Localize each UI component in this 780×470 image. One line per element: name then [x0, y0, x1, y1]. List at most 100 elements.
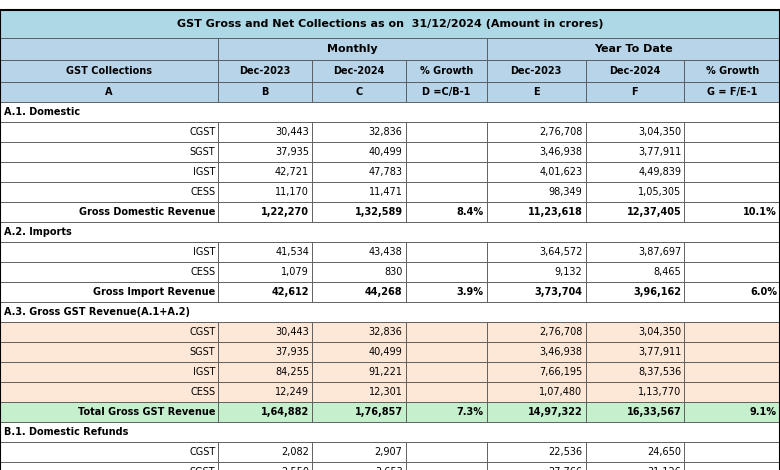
Text: 3,04,350: 3,04,350: [638, 127, 681, 137]
Bar: [312, 442, 406, 462]
Bar: [218, 382, 312, 402]
Text: 3.9%: 3.9%: [457, 287, 484, 297]
Bar: [312, 122, 406, 142]
Text: 1,32,589: 1,32,589: [354, 207, 402, 217]
Bar: [586, 362, 684, 382]
Bar: [586, 262, 684, 282]
Bar: [487, 202, 586, 222]
Bar: [487, 122, 586, 142]
Text: % Growth: % Growth: [420, 66, 473, 76]
Text: B.1. Domestic Refunds: B.1. Domestic Refunds: [4, 427, 129, 437]
Text: A.2. Imports: A.2. Imports: [4, 227, 72, 237]
Bar: [684, 322, 780, 342]
Text: 32,836: 32,836: [369, 127, 402, 137]
Text: 1,22,270: 1,22,270: [261, 207, 309, 217]
Bar: [218, 122, 312, 142]
Text: 42,612: 42,612: [271, 287, 309, 297]
Text: 44,268: 44,268: [365, 287, 402, 297]
Bar: [312, 82, 406, 102]
Bar: [586, 162, 684, 182]
Bar: [487, 282, 586, 302]
Text: A.3. Gross GST Revenue(A.1+A.2): A.3. Gross GST Revenue(A.1+A.2): [4, 307, 190, 317]
Bar: [218, 322, 312, 342]
Bar: [487, 462, 586, 470]
Text: Dec-2024: Dec-2024: [609, 66, 661, 76]
Text: 3,46,938: 3,46,938: [540, 347, 583, 357]
Text: 31,126: 31,126: [647, 467, 681, 470]
Bar: [684, 60, 780, 82]
Text: CGST: CGST: [189, 127, 215, 137]
Bar: [312, 162, 406, 182]
Text: 40,499: 40,499: [369, 147, 402, 157]
Bar: [487, 362, 586, 382]
Bar: [312, 282, 406, 302]
Text: 43,438: 43,438: [369, 247, 402, 257]
Bar: [487, 382, 586, 402]
Text: Total Gross GST Revenue: Total Gross GST Revenue: [78, 407, 215, 417]
Bar: [218, 182, 312, 202]
Bar: [406, 182, 487, 202]
Bar: [487, 182, 586, 202]
Bar: [0, 402, 218, 422]
Bar: [218, 442, 312, 462]
Bar: [406, 342, 487, 362]
Bar: [0, 282, 218, 302]
Bar: [406, 82, 487, 102]
Text: 6.0%: 6.0%: [750, 287, 777, 297]
Text: F: F: [632, 87, 638, 97]
Bar: [487, 242, 586, 262]
Text: 30,443: 30,443: [275, 327, 309, 337]
Bar: [218, 362, 312, 382]
Bar: [0, 262, 218, 282]
Text: Dec-2023: Dec-2023: [510, 66, 562, 76]
Bar: [684, 442, 780, 462]
Text: 1,76,857: 1,76,857: [354, 407, 402, 417]
Bar: [406, 382, 487, 402]
Bar: [218, 38, 487, 60]
Text: 11,170: 11,170: [275, 187, 309, 197]
Text: 2,907: 2,907: [374, 447, 402, 457]
Bar: [218, 342, 312, 362]
Text: 11,471: 11,471: [369, 187, 402, 197]
Bar: [487, 262, 586, 282]
Text: 22,536: 22,536: [548, 447, 583, 457]
Text: 16,33,567: 16,33,567: [626, 407, 681, 417]
Text: % Growth: % Growth: [706, 66, 759, 76]
Bar: [406, 402, 487, 422]
Bar: [586, 242, 684, 262]
Bar: [0, 322, 218, 342]
Bar: [406, 122, 487, 142]
Text: Year To Date: Year To Date: [594, 44, 672, 54]
Bar: [312, 202, 406, 222]
Text: IGST: IGST: [193, 247, 215, 257]
Text: C: C: [355, 87, 363, 97]
Text: D =C/B-1: D =C/B-1: [422, 87, 470, 97]
Bar: [684, 362, 780, 382]
Bar: [586, 402, 684, 422]
Bar: [218, 402, 312, 422]
Bar: [312, 242, 406, 262]
Bar: [487, 82, 586, 102]
Bar: [487, 60, 586, 82]
Text: IGST: IGST: [193, 167, 215, 177]
Text: 830: 830: [385, 267, 402, 277]
Text: CESS: CESS: [190, 187, 215, 197]
Bar: [406, 142, 487, 162]
Bar: [586, 322, 684, 342]
Text: 3,77,911: 3,77,911: [638, 147, 681, 157]
Bar: [218, 462, 312, 470]
Text: SGST: SGST: [190, 467, 215, 470]
Bar: [0, 10, 780, 38]
Bar: [312, 142, 406, 162]
Bar: [218, 162, 312, 182]
Bar: [487, 142, 586, 162]
Bar: [586, 60, 684, 82]
Text: 24,650: 24,650: [647, 447, 681, 457]
Bar: [684, 142, 780, 162]
Text: Dec-2024: Dec-2024: [333, 66, 385, 76]
Bar: [684, 82, 780, 102]
Text: 8.4%: 8.4%: [456, 207, 484, 217]
Text: 1,07,480: 1,07,480: [540, 387, 583, 397]
Bar: [218, 262, 312, 282]
Text: 3,46,938: 3,46,938: [540, 147, 583, 157]
